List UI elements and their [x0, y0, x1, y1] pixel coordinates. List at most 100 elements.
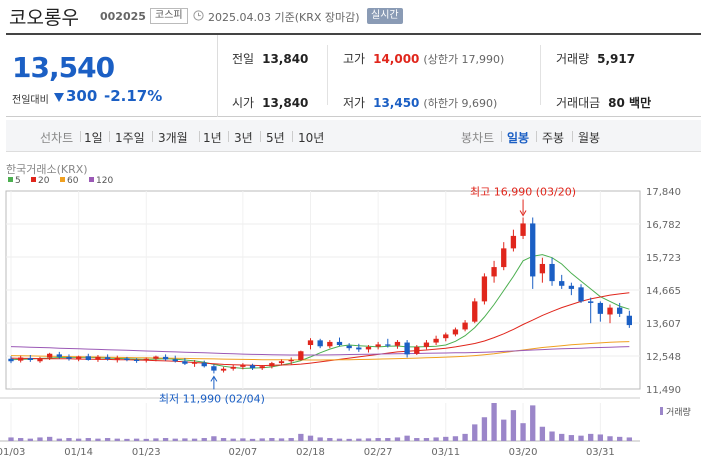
candle-body — [491, 267, 497, 277]
volume-bar — [559, 433, 565, 441]
prev-close-value: 13,840 — [262, 52, 309, 66]
trade-amount: 거래대금 80 백만 — [556, 94, 651, 111]
date-basis: 2025.04.03 기준(KRX 장마감) — [208, 11, 360, 24]
volume-bar — [549, 431, 555, 441]
volume-bar — [414, 438, 420, 441]
high-annotation: 최고 16,990 (03/20) — [470, 186, 576, 199]
clock-icon — [193, 10, 204, 21]
x-tick-label: 02/27 — [364, 447, 393, 458]
live-badge[interactable]: 실시간 — [367, 8, 403, 24]
volume-bar — [365, 438, 372, 441]
volume-bar — [346, 438, 352, 441]
period-3m-button[interactable]: 3개월 — [158, 131, 188, 145]
annotations: 최고 16,990 (03/20) 최저 11,990 (02/04) — [159, 186, 576, 406]
current-price: 13,540 — [12, 51, 115, 84]
candle-weekly-button[interactable]: 주봉 — [542, 131, 565, 145]
volume-bar — [56, 438, 62, 441]
volume-bar — [443, 436, 449, 441]
candle-body — [18, 357, 24, 361]
separator — [572, 131, 573, 142]
stock-code: 002025 — [100, 10, 146, 23]
volume-legend-swatch — [660, 407, 663, 415]
volume-bar — [46, 436, 53, 441]
candle-body — [288, 360, 294, 362]
volume-bar — [462, 433, 468, 441]
amount-value: 80 백만 — [608, 96, 652, 110]
period-10y-button[interactable]: 10년 — [298, 131, 325, 145]
high-arrow-icon — [519, 210, 527, 217]
candle-body — [37, 358, 43, 362]
volume-bar — [385, 438, 391, 441]
period-1d-button[interactable]: 1일 — [84, 131, 103, 145]
candle-body — [240, 364, 246, 367]
prev-close: 전일 13,840 — [232, 50, 308, 67]
volume-bar — [143, 438, 149, 441]
volume-bar — [394, 437, 401, 441]
separator — [228, 131, 229, 142]
down-triangle-icon — [54, 93, 64, 102]
low-label: 저가 — [343, 96, 366, 110]
separator — [152, 131, 153, 142]
divider — [327, 45, 328, 105]
upper-limit: (상한가 17,990) — [423, 53, 505, 66]
period-1y-button[interactable]: 1년 — [203, 131, 222, 145]
candle-body — [85, 356, 91, 361]
stock-chart[interactable]: 한국거래소(KRX) 5 20 60 120 17,840 16,782 15,723 14… — [0, 158, 701, 464]
line-chart-label: 선차트 — [40, 131, 74, 145]
candle-body — [404, 342, 410, 355]
candle-body — [307, 340, 314, 346]
volume-bar — [249, 438, 256, 441]
candle-body — [346, 345, 352, 349]
prev-close-label: 전일 — [232, 52, 255, 66]
legend-swatch-5 — [8, 177, 13, 182]
x-tick-label: 03/11 — [431, 447, 460, 458]
high-value: 14,000 — [373, 52, 420, 66]
volume-bar — [327, 438, 333, 441]
stock-name: 코오롱우 — [9, 7, 79, 29]
period-1w-button[interactable]: 1주일 — [115, 131, 145, 145]
candle-monthly-button[interactable]: 월봉 — [578, 131, 601, 145]
separator — [501, 131, 502, 142]
volume-bar — [375, 438, 381, 441]
volume-bar — [75, 438, 82, 441]
change-label: 전일대비 — [12, 95, 49, 106]
candle-body — [607, 307, 613, 315]
divider — [540, 45, 541, 105]
candle-body — [394, 341, 401, 346]
candle-body — [317, 340, 323, 347]
candle-body — [472, 301, 478, 322]
candle-daily-button[interactable]: 일봉 — [507, 131, 530, 145]
legend-label-60: 60 — [67, 176, 79, 186]
candle-body — [626, 315, 632, 326]
x-tick-label: 02/07 — [228, 447, 257, 458]
period-5y-button[interactable]: 5년 — [266, 131, 285, 145]
volume-bar — [404, 435, 410, 441]
candle-body — [249, 365, 256, 369]
volume-bar — [298, 433, 304, 441]
volume-bar — [172, 438, 178, 441]
volume-bar — [626, 437, 632, 441]
candle-body — [433, 338, 439, 343]
legend-swatch-120 — [89, 177, 94, 182]
separator — [109, 131, 110, 142]
y-tick-label: 16,782 — [646, 220, 681, 231]
period-3y-button[interactable]: 3년 — [234, 131, 253, 145]
candle-body — [530, 223, 536, 277]
ma-line-60 — [10, 341, 630, 361]
candle-body — [617, 307, 623, 314]
stock-header: 코오롱우 002025 코스피 2025.04.03 기준(KRX 장마감) 실… — [0, 0, 701, 32]
volume-bar — [278, 438, 285, 441]
separator — [260, 131, 261, 142]
candle-body — [172, 359, 178, 362]
separator — [199, 131, 200, 142]
volume-bar — [37, 437, 43, 441]
volume-bar — [481, 417, 488, 441]
volume-bar — [211, 436, 217, 441]
volume-bar — [18, 438, 24, 441]
candle-body — [124, 358, 130, 361]
ma-line-20 — [10, 292, 630, 367]
candle-body — [143, 358, 149, 361]
candle-body — [182, 361, 188, 364]
volume-bar — [433, 437, 439, 441]
candle-body — [104, 357, 111, 360]
